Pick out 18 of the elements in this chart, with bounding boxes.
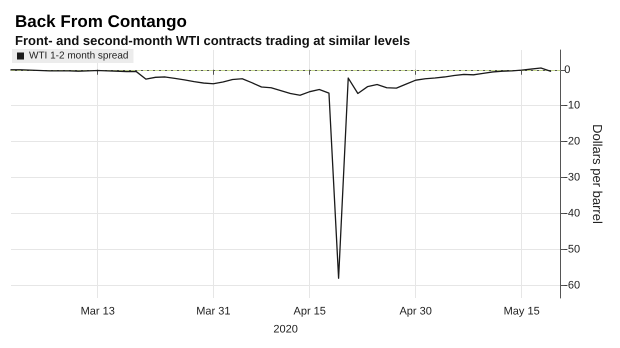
chart-title: Back From Contango bbox=[15, 12, 187, 31]
x-axis-title: 2020 bbox=[273, 324, 298, 336]
y-tick-label: -10 bbox=[564, 100, 580, 112]
x-tick-label: Mar 31 bbox=[196, 306, 230, 318]
y-tick-label: -60 bbox=[564, 279, 580, 292]
chart-subtitle: Front- and second-month WTI contracts trading at similar levels bbox=[15, 33, 410, 48]
y-tick-label: -40 bbox=[564, 208, 580, 220]
line-series bbox=[10, 67, 552, 279]
y-tick-label: -30 bbox=[564, 172, 580, 184]
x-tick-label: May 15 bbox=[504, 306, 540, 318]
y-axis-title: Dollars per barrel bbox=[590, 124, 605, 224]
x-tick-label: Mar 13 bbox=[80, 306, 115, 318]
y-tick-label: 0 bbox=[564, 64, 570, 76]
legend-label: WTI 1-2 month spread bbox=[29, 50, 128, 62]
y-tick-label: -20 bbox=[564, 136, 580, 148]
x-tick-label: Apr 15 bbox=[293, 306, 326, 318]
y-tick-label: -50 bbox=[564, 243, 580, 256]
x-tick-label: Apr 30 bbox=[399, 306, 432, 318]
